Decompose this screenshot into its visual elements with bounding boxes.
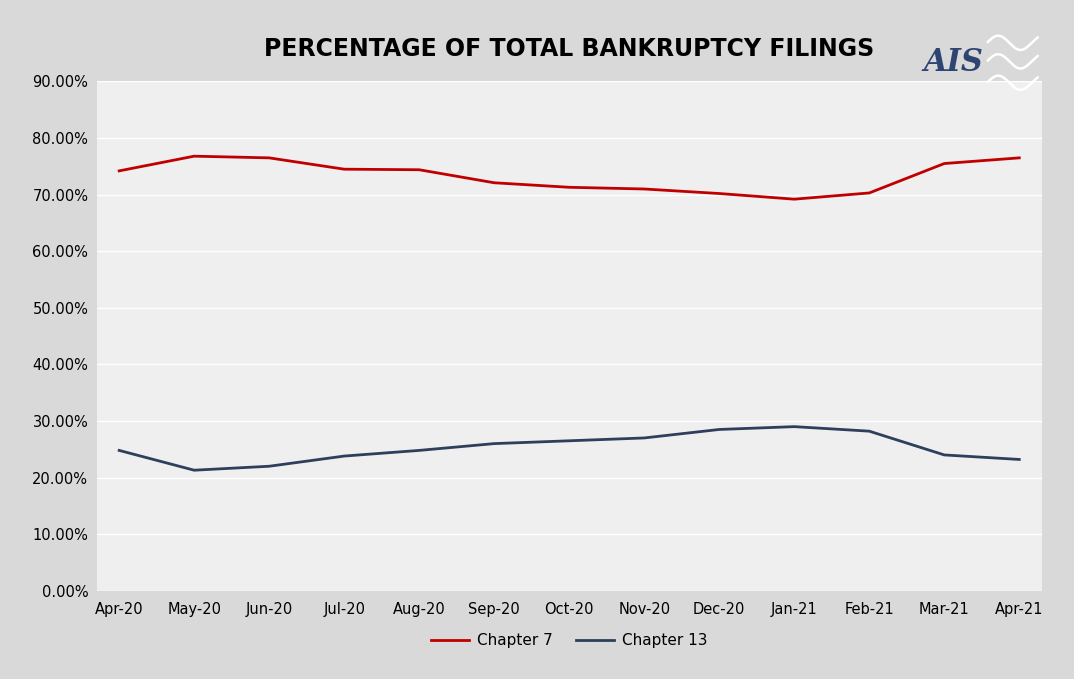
Legend: Chapter 7, Chapter 13: Chapter 7, Chapter 13 bbox=[425, 627, 713, 655]
Text: AIS: AIS bbox=[924, 48, 984, 78]
Title: PERCENTAGE OF TOTAL BANKRUPTCY FILINGS: PERCENTAGE OF TOTAL BANKRUPTCY FILINGS bbox=[264, 37, 874, 62]
